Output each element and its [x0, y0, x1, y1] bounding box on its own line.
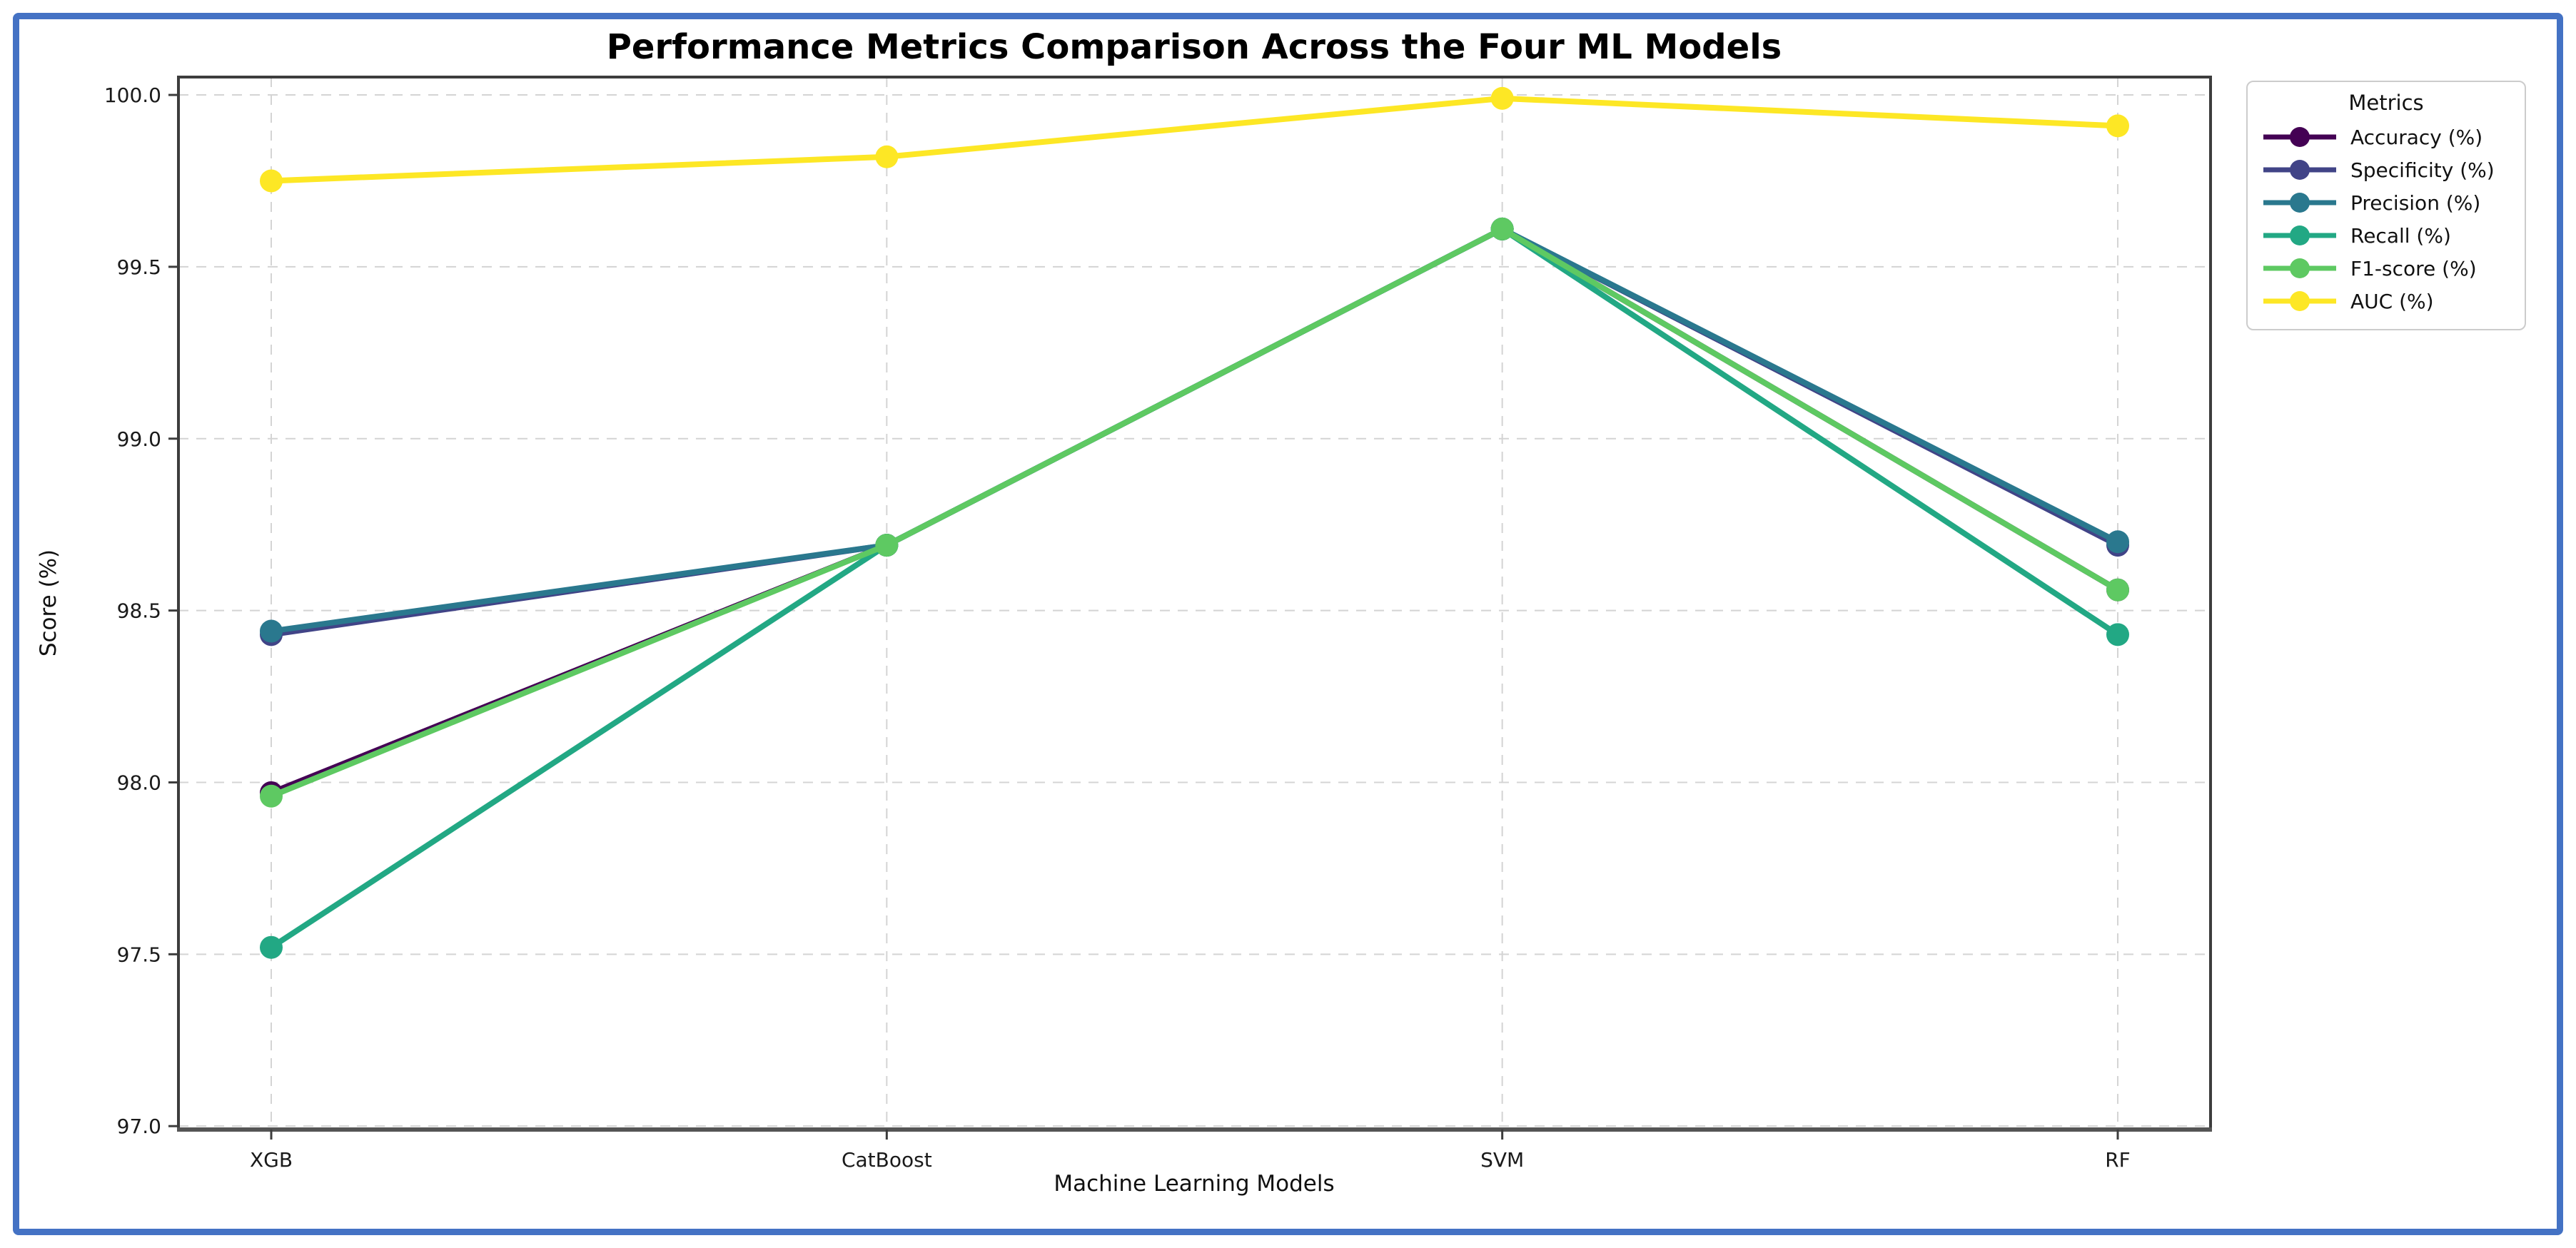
series-line-f1-score- [268, 225, 2121, 799]
series-line-accuracy- [268, 225, 2121, 796]
legend: Metrics Accuracy (%) Specificity (%) Preci… [2246, 81, 2526, 330]
x-tick-label: XGB [250, 1148, 293, 1172]
x-tick-label: CatBoost [842, 1148, 932, 1172]
legend-swatch-icon [2263, 127, 2336, 147]
legend-item: AUC (%) [2261, 285, 2512, 318]
legend-swatch-icon [2263, 225, 2336, 245]
legend-item: Specificity (%) [2261, 153, 2512, 186]
series-layer [260, 86, 2129, 959]
legend-item: Recall (%) [2261, 219, 2512, 252]
data-point [260, 169, 283, 193]
x-tick-label: RF [2105, 1148, 2131, 1172]
legend-title: Metrics [2348, 91, 2424, 115]
legend-item-label: Recall (%) [2350, 223, 2451, 248]
data-point [260, 619, 283, 643]
data-point [2106, 578, 2129, 602]
y-tick-label: 98.5 [117, 599, 161, 623]
axis-layer: 97.0 97.5 98.0 98.5 99.0 99.5 100.0 XGB CatBoost… [104, 76, 2212, 1172]
y-tick-label: 97.5 [117, 943, 161, 966]
y-tick-label: 98.0 [117, 771, 161, 794]
series-line-recall- [268, 225, 2121, 950]
data-point [875, 145, 899, 168]
series-line-specificity- [268, 225, 2121, 638]
y-tick-label: 99.0 [117, 427, 161, 451]
series-line-auc- [268, 95, 2121, 184]
legend-swatch-icon [2263, 258, 2336, 278]
legend-item-label: F1-score (%) [2350, 256, 2477, 280]
data-point [2106, 530, 2129, 554]
data-point [1490, 217, 1514, 240]
y-tick-label: 97.0 [117, 1115, 161, 1138]
legend-item: Precision (%) [2261, 186, 2512, 219]
y-tick-label: 100.0 [104, 83, 161, 107]
y-tick-label: 99.5 [117, 255, 161, 279]
y-axis-label: Score (%) [36, 549, 61, 656]
legend-item-label: AUC (%) [2350, 289, 2434, 313]
legend-item-label: Precision (%) [2350, 191, 2481, 215]
data-point [2106, 623, 2129, 646]
data-point [2106, 114, 2129, 138]
data-point [260, 784, 283, 808]
x-tick-label: SVM [1480, 1148, 1524, 1172]
legend-item: F1-score (%) [2261, 252, 2512, 285]
legend-swatch-icon [2263, 291, 2336, 311]
data-point [260, 935, 283, 959]
legend-items: Accuracy (%) Specificity (%) Precision (%)… [2261, 121, 2512, 318]
data-point [1490, 86, 1514, 110]
data-point [875, 534, 899, 557]
legend-swatch-icon [2263, 160, 2336, 180]
x-axis-label: Machine Learning Models [1054, 1171, 1334, 1197]
chart-title: Performance Metrics Comparison Across th… [607, 27, 1782, 67]
legend-item: Accuracy (%) [2261, 121, 2512, 153]
legend-item-label: Specificity (%) [2350, 158, 2495, 182]
legend-swatch-icon [2263, 193, 2336, 213]
legend-item-label: Accuracy (%) [2350, 125, 2483, 149]
